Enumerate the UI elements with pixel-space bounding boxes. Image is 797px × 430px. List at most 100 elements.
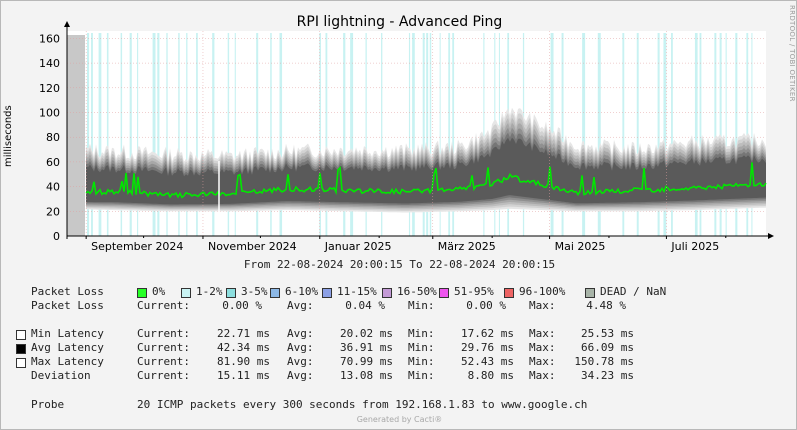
probe-label: Probe: [31, 398, 65, 411]
max-value: 150.78 ms: [574, 355, 634, 368]
legend-label: 11-15%: [337, 285, 377, 298]
stat-row-label: Deviation: [31, 369, 91, 382]
current-label: Current:: [137, 341, 190, 354]
x-tick-label: Januar 2025: [324, 240, 392, 253]
loss-stripe: [129, 33, 132, 236]
avg-value: 70.99 ms: [340, 355, 393, 368]
min-label: Min:: [408, 369, 435, 382]
loss-stripe: [234, 33, 236, 236]
max-label: Max:: [529, 355, 556, 368]
loss-stripe: [106, 33, 109, 236]
avg-label: Avg:: [287, 341, 314, 354]
loss-stripe: [671, 33, 673, 236]
loss-stripe: [622, 33, 625, 236]
min-label: Min:: [408, 327, 435, 340]
latency-chart: 0 20 40 60 80 100 120 140 160 September 2024 Novem…: [39, 21, 774, 253]
x-tick-label: November 2024: [208, 240, 297, 253]
y-tick-label: 100: [39, 107, 60, 120]
stat-row-label: Max Latency: [31, 355, 104, 368]
legend-label: 51-95%: [454, 285, 494, 298]
legend-swatch: [181, 288, 191, 298]
loss-stripe: [751, 33, 753, 236]
loss-stripe: [408, 33, 411, 236]
y-tick-label: 0: [53, 230, 60, 243]
avg-label: Avg:: [287, 327, 314, 340]
legend-swatch: [270, 288, 280, 298]
dead-region: [67, 35, 85, 236]
loss-stripe: [448, 33, 451, 236]
loss-stripe: [412, 33, 415, 236]
legend-label: 96-100%: [519, 285, 566, 298]
x-tick-label: März 2025: [438, 240, 496, 253]
loss-stripe: [636, 33, 639, 236]
current-value: 81.90 ms: [217, 355, 270, 368]
loss-stripe: [663, 33, 667, 236]
legend-label: 3-5%: [241, 285, 268, 298]
max-label: Max:: [529, 341, 556, 354]
avg-value: 36.91 ms: [340, 341, 393, 354]
loss-stripe: [91, 33, 93, 236]
loss-stripe: [319, 33, 321, 236]
x-tick-label: September 2024: [91, 240, 183, 253]
loss-stripe: [483, 33, 485, 236]
current-value: 15.11 ms: [217, 369, 270, 382]
y-tick-label: 120: [39, 82, 60, 95]
y-tick-label: 80: [46, 131, 60, 144]
stat-row-label: Avg Latency: [31, 341, 104, 354]
loss-stripe: [725, 33, 727, 236]
legend-label: 6-10%: [285, 285, 319, 298]
loss-stripe: [561, 33, 564, 236]
x-tick-label: Mai 2025: [555, 240, 606, 253]
legend-label: 0%: [152, 285, 166, 298]
loss-stripe: [196, 33, 198, 236]
loss-max-label: Max:: [529, 299, 556, 312]
loss-stripe: [166, 33, 168, 236]
rrdtool-credit: RRDTOOL / TOBI OETIKER: [788, 5, 796, 102]
stat-swatch: [16, 344, 26, 354]
y-axis-arrow: [64, 21, 70, 27]
legend-swatch: [439, 288, 449, 298]
loss-current-value: 0.00 %: [222, 299, 262, 312]
current-label: Current:: [137, 369, 190, 382]
max-value: 66.09 ms: [581, 341, 634, 354]
chart-title: RPI lightning - Advanced Ping: [296, 14, 503, 30]
avg-value: 20.02 ms: [340, 327, 393, 340]
loss-stripe: [256, 33, 259, 236]
loss-stripe: [350, 33, 354, 236]
y-tick-label: 40: [46, 181, 60, 194]
avg-label: Avg:: [287, 369, 314, 382]
loss-stripe: [365, 33, 367, 236]
loss-stripe: [157, 33, 160, 236]
loss-stripe: [429, 33, 432, 236]
current-value: 22.71 ms: [217, 327, 270, 340]
loss-stripe: [381, 33, 383, 236]
loss-stripe: [714, 33, 717, 236]
loss-min-label: Min:: [408, 299, 435, 312]
time-range: From 22-08-2024 20:00:15 To 22-08-2024 2…: [243, 258, 556, 271]
legend-label: DEAD / NaN: [600, 285, 667, 298]
y-tick-label: 20: [46, 205, 60, 218]
current-label: Current:: [137, 355, 190, 368]
loss-stripe: [597, 33, 601, 236]
probe-text: 20 ICMP packets every 300 seconds from 1…: [137, 398, 588, 411]
loss-stripe: [719, 33, 722, 236]
current-label: Current:: [137, 327, 190, 340]
avg-value: 13.08 ms: [340, 369, 393, 382]
loss-avg-label: Avg:: [287, 299, 314, 312]
loss-stripe: [452, 33, 455, 236]
packet-loss-legend-label: Packet Loss: [31, 285, 104, 298]
y-tick-label: 60: [46, 156, 60, 169]
legend-swatch: [137, 288, 147, 298]
loss-stripe: [279, 33, 283, 236]
max-value: 34.23 ms: [581, 369, 634, 382]
loss-stripe: [582, 33, 586, 236]
legend-swatch: [585, 288, 595, 298]
max-value: 25.53 ms: [581, 327, 634, 340]
loss-avg-value: 0.04 %: [345, 299, 385, 312]
legend-label: 1-2%: [196, 285, 223, 298]
current-value: 42.34 ms: [217, 341, 270, 354]
legend-swatch: [382, 288, 392, 298]
stat-swatch: [16, 330, 26, 340]
max-label: Max:: [529, 369, 556, 382]
